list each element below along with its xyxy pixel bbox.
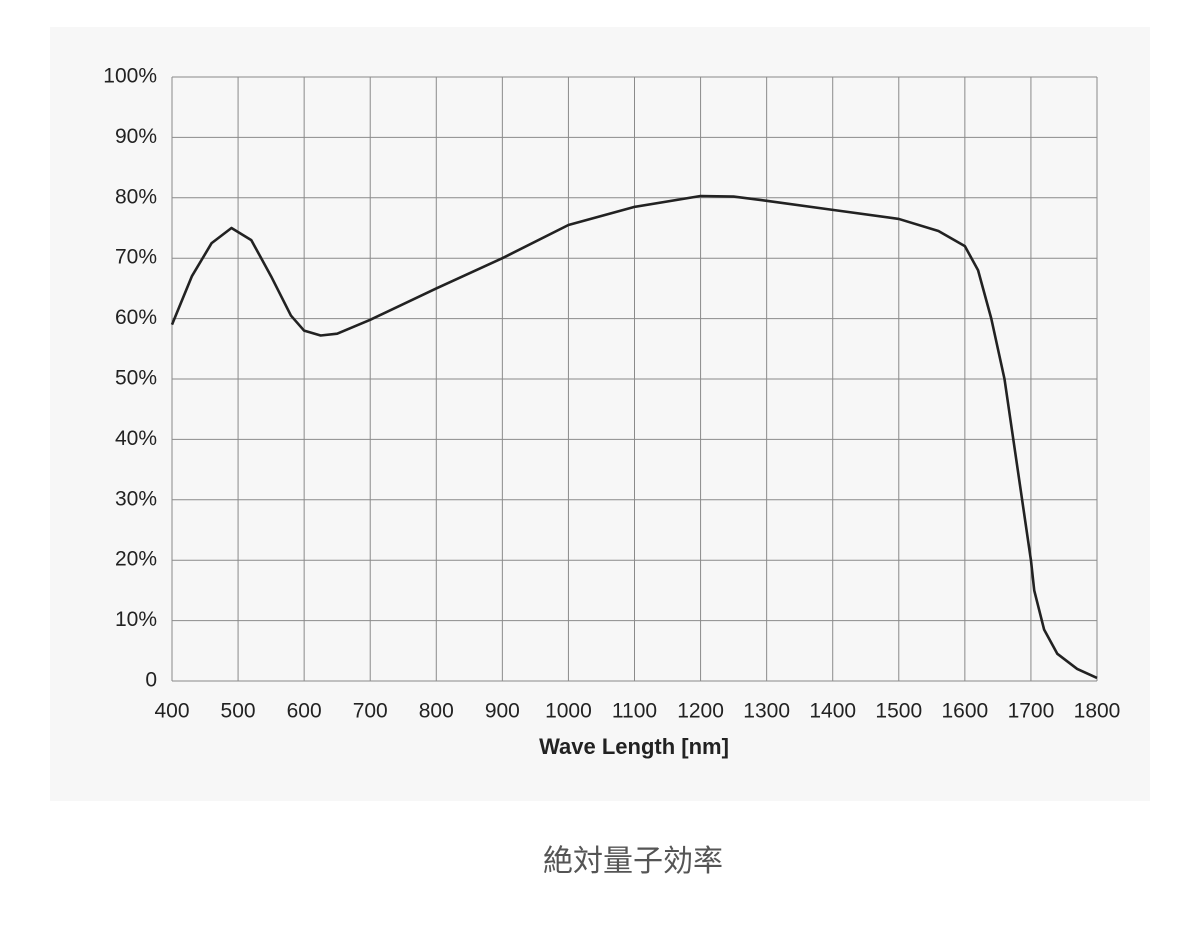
x-tick-label: 700	[353, 700, 388, 723]
y-tick-label: 60%	[115, 306, 157, 329]
chart-panel	[50, 27, 1150, 801]
x-axis-label: Wave Length [nm]	[539, 734, 729, 759]
y-tick-label: 100%	[103, 65, 157, 88]
y-tick-label: 40%	[115, 427, 157, 450]
x-tick-label: 1000	[545, 700, 592, 723]
y-tick-label: 80%	[115, 185, 157, 208]
y-tick-label: 90%	[115, 125, 157, 148]
y-tick-label: 70%	[115, 246, 157, 269]
x-tick-label: 400	[154, 700, 189, 723]
y-tick-label: 0	[145, 669, 157, 692]
x-tick-label: 1400	[809, 700, 856, 723]
x-tick-label: 1100	[612, 700, 657, 723]
x-tick-label: 900	[485, 700, 520, 723]
x-tick-label: 500	[221, 700, 256, 723]
x-tick-label: 600	[287, 700, 322, 723]
x-tick-label: 1600	[941, 700, 988, 723]
x-tick-label: 1500	[875, 700, 922, 723]
x-tick-label: 1700	[1008, 700, 1055, 723]
x-tick-label: 1300	[743, 700, 790, 723]
y-tick-label: 50%	[115, 367, 157, 390]
caption: 絶対量子効率	[543, 845, 723, 878]
y-tick-label: 20%	[115, 548, 157, 571]
y-tick-label: 30%	[115, 487, 157, 510]
y-tick-label: 10%	[115, 608, 157, 631]
x-tick-label: 1200	[677, 700, 724, 723]
x-tick-label: 1800	[1074, 700, 1121, 723]
x-tick-label: 800	[419, 700, 454, 723]
data-line	[170, 194, 1098, 680]
